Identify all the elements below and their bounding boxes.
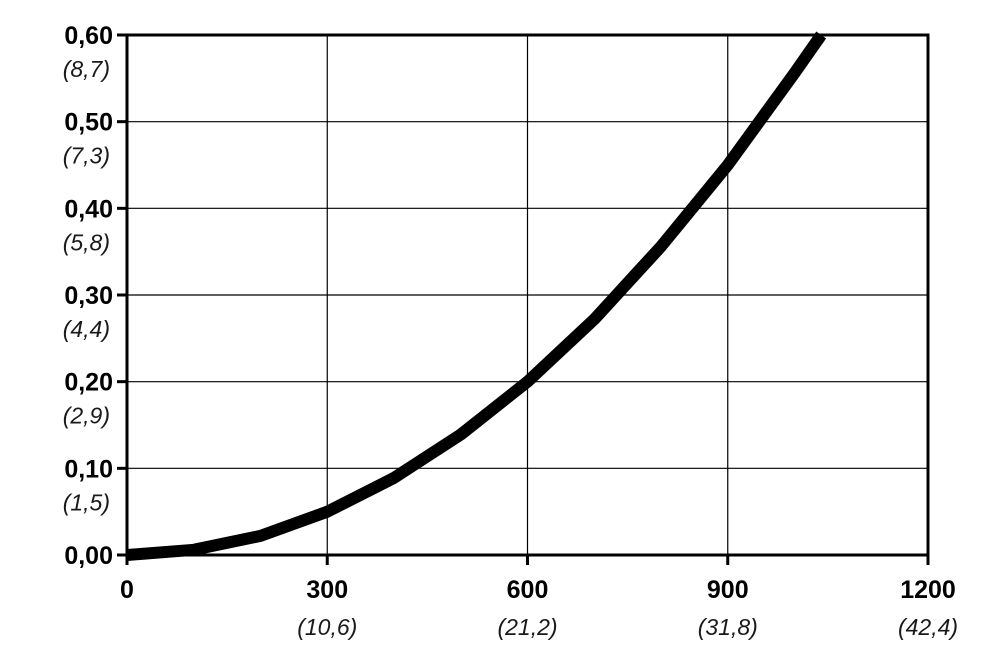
y-tick-label: 0,40 <box>64 195 113 223</box>
x-tick-label: 1200 <box>900 576 956 604</box>
x-tick-sublabel: (10,6) <box>297 614 357 640</box>
y-tick-label: 0,30 <box>64 282 113 310</box>
y-tick-sublabel: (5,8) <box>63 229 110 255</box>
y-tick-label: 0,60 <box>64 22 113 50</box>
y-tick-sublabel: (4,4) <box>63 316 110 342</box>
y-tick-sublabel: (7,3) <box>63 143 110 169</box>
x-tick-sublabel: (42,4) <box>898 614 958 640</box>
axis-ticks <box>117 33 930 565</box>
series-line <box>126 31 827 561</box>
series-layer <box>126 31 827 561</box>
x-tick-sublabel: (31,8) <box>698 614 758 640</box>
grid <box>127 35 928 555</box>
y-tick-label: 0,20 <box>64 369 113 397</box>
y-tick-label: 0,10 <box>64 455 113 483</box>
y-axis-labels: 0,00 0,10 (1,5) 0,20 (2,9) 0,30 (4,4) 0,40 (5,8)… <box>63 22 113 570</box>
x-tick-label: 900 <box>707 576 749 604</box>
y-tick-sublabel: (1,5) <box>63 489 110 515</box>
x-tick-label: 0 <box>120 576 134 604</box>
x-tick-sublabel: (21,2) <box>497 614 557 640</box>
y-tick-sublabel: (2,9) <box>63 403 110 429</box>
x-tick-label: 300 <box>306 576 348 604</box>
x-axis-labels: 0 300 (10,6) 600 (21,2) 900 (31,8) 1200 (42,4) <box>120 576 958 640</box>
y-tick-sublabel: (8,7) <box>63 56 110 82</box>
y-tick-label: 0,00 <box>64 542 113 570</box>
y-tick-label: 0,50 <box>64 109 113 137</box>
x-tick-label: 600 <box>507 576 549 604</box>
